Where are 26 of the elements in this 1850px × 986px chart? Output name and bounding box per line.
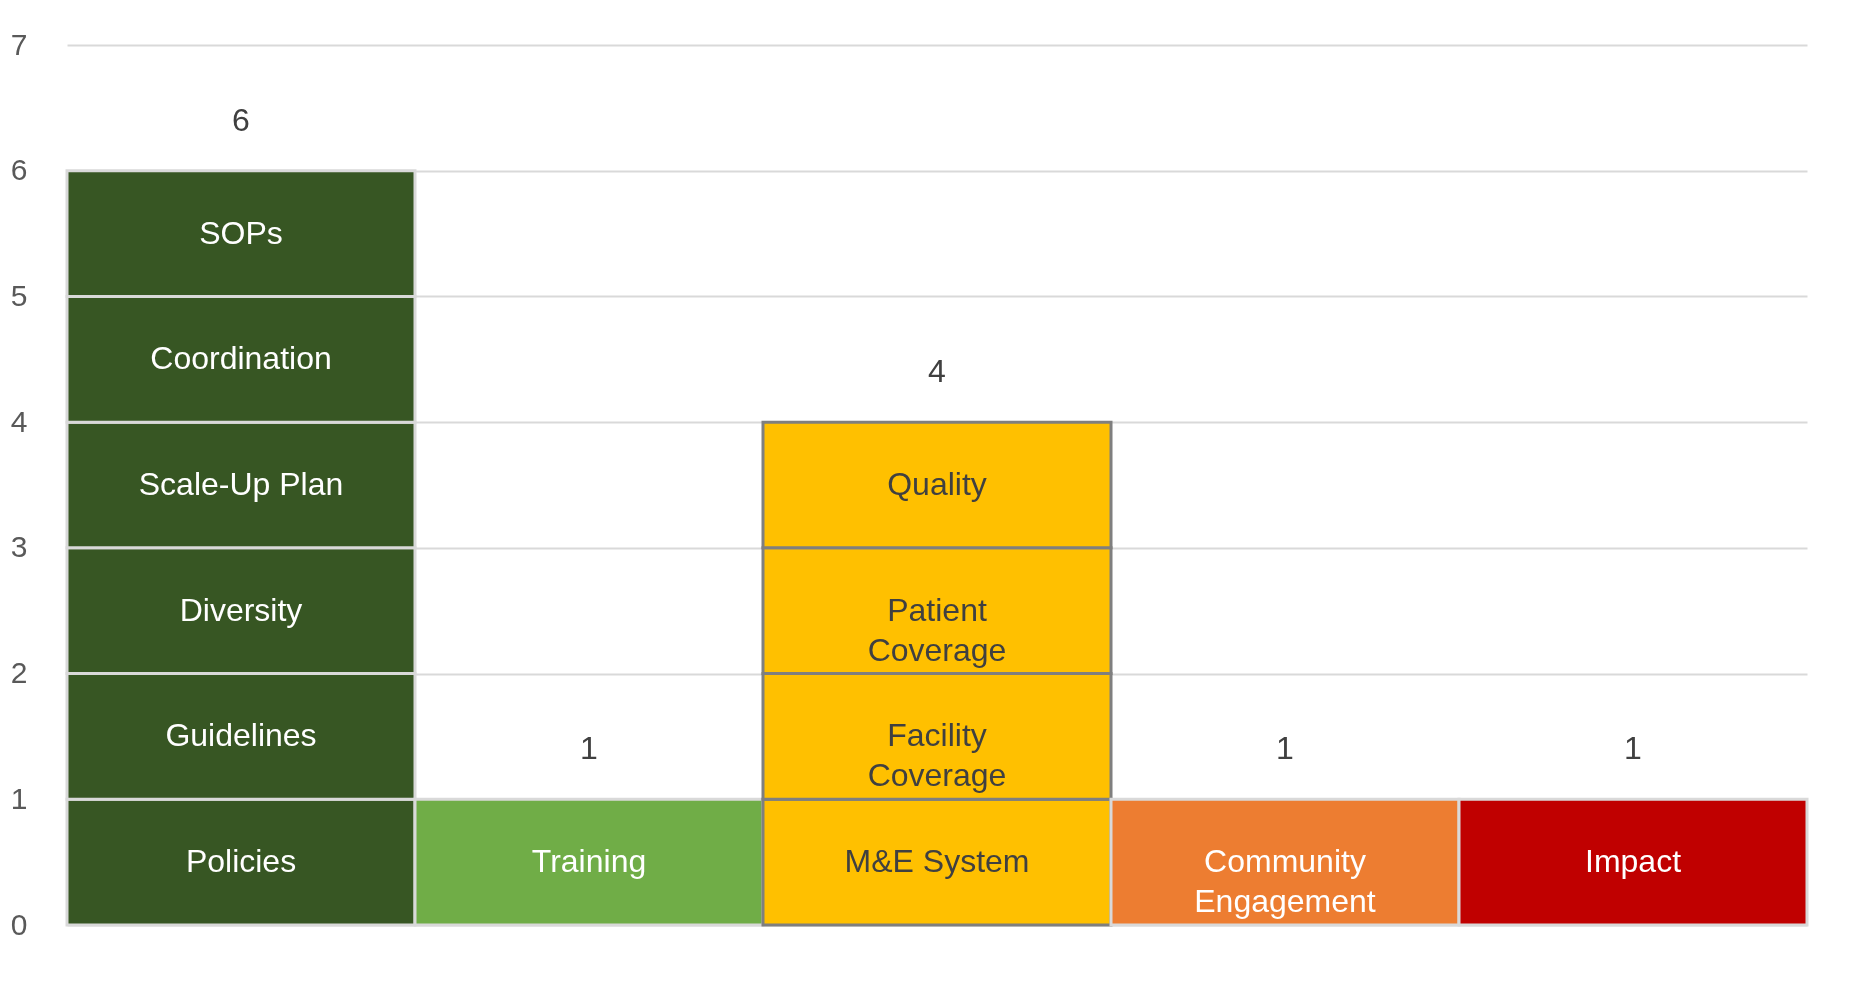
series-label: SOPs xyxy=(199,214,283,251)
total-label: 1 xyxy=(1624,730,1642,767)
series-label: Facility Coverage xyxy=(867,717,1007,794)
series-label: Quality xyxy=(887,466,987,502)
series-label: Diversity xyxy=(179,591,303,628)
y-tick-label: 6 xyxy=(10,153,28,187)
y-tick-label: 2 xyxy=(10,656,28,690)
y-tick-label: 5 xyxy=(10,278,28,312)
series-label: Policies xyxy=(185,843,297,880)
total-label: 1 xyxy=(1276,730,1294,767)
series-label: M&E System xyxy=(844,843,1030,880)
series-label: Training xyxy=(531,843,647,880)
y-tick-label: 7 xyxy=(10,27,28,61)
series-label: Coordination xyxy=(150,340,332,377)
y-tick-label: 3 xyxy=(10,530,28,564)
series-label: Patient Coverage xyxy=(867,591,1007,668)
total-label: 1 xyxy=(580,730,598,767)
series-label: Guidelines xyxy=(165,717,317,754)
series-label: Community Engagement xyxy=(1194,843,1376,920)
y-tick-label: 0 xyxy=(10,907,28,941)
total-label: 6 xyxy=(232,101,250,138)
y-tick-label: 1 xyxy=(10,781,28,815)
y-tick-label: 4 xyxy=(10,404,28,438)
series-label: Scale-Up Plan xyxy=(138,466,344,502)
series-label: Impact xyxy=(1584,843,1682,880)
total-label: 4 xyxy=(928,353,946,390)
